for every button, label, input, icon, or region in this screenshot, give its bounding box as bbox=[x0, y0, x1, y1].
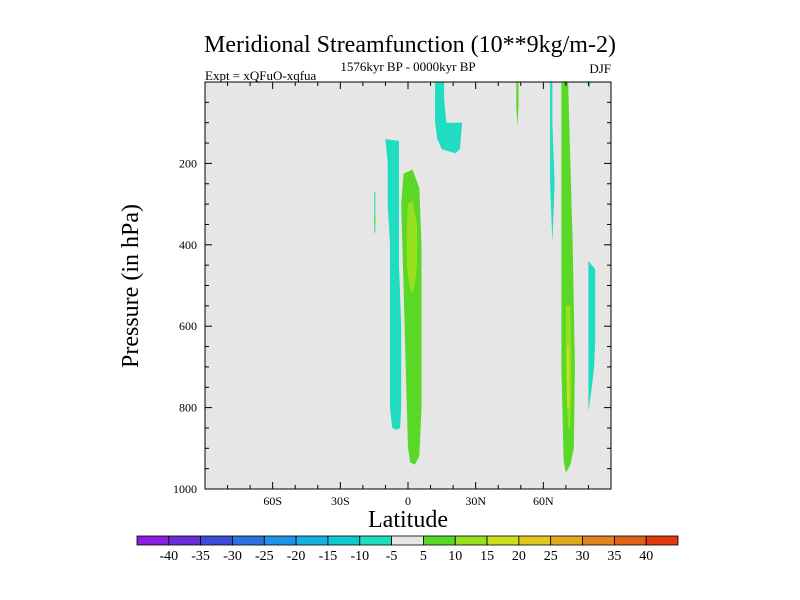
colorbar-label: -40 bbox=[159, 549, 178, 564]
colorbar-label: -25 bbox=[255, 549, 274, 564]
colorbar-swatch bbox=[391, 535, 424, 546]
colorbar-label: 15 bbox=[480, 549, 494, 564]
colorbar-swatch bbox=[582, 535, 615, 546]
colorbar-label: 40 bbox=[639, 549, 653, 564]
plot-area bbox=[204, 81, 612, 490]
contour-region bbox=[374, 191, 376, 233]
x-axis: 60S 30S 0 30N 60N bbox=[227, 82, 589, 508]
y-tick-label: 1000 bbox=[173, 482, 197, 496]
y-tick-label: 800 bbox=[179, 401, 197, 415]
colorbar-label: 20 bbox=[512, 549, 526, 564]
colorbar-label: -10 bbox=[350, 549, 369, 564]
contour-region bbox=[516, 82, 519, 127]
colorbar-label: 10 bbox=[448, 549, 462, 564]
colorbar-swatch bbox=[454, 535, 488, 546]
y-axis-label: Pressure (in hPa) bbox=[118, 204, 144, 368]
colorbar-label: 25 bbox=[544, 549, 558, 564]
contour-fill bbox=[374, 82, 596, 473]
contour-region bbox=[374, 216, 376, 226]
colorbar: -40 -35 -30 -25 -20 -15 -10 -5 5 10 15 20 25 30 35 40 bbox=[136, 535, 679, 564]
colorbar-swatch bbox=[136, 535, 170, 546]
colorbar-label: 5 bbox=[420, 549, 427, 564]
colorbar-label: 35 bbox=[607, 549, 621, 564]
center-string: 1576kyr BP - 0000kyr BP bbox=[340, 59, 475, 74]
colorbar-swatch bbox=[613, 535, 647, 546]
colorbar-swatch bbox=[327, 535, 361, 546]
colorbar-swatch bbox=[295, 535, 329, 546]
contour-region bbox=[550, 82, 555, 243]
right-string: DJF bbox=[589, 61, 611, 76]
colorbar-label: -30 bbox=[223, 549, 242, 564]
y-tick-label: 400 bbox=[179, 238, 197, 252]
x-axis-label: Latitude bbox=[368, 507, 448, 533]
colorbar-label: -5 bbox=[386, 549, 398, 564]
contour-region bbox=[588, 261, 596, 412]
colorbar-label: 30 bbox=[576, 549, 590, 564]
colorbar-swatch bbox=[486, 535, 520, 546]
y-tick-label: 600 bbox=[179, 319, 197, 333]
contour-region bbox=[435, 82, 463, 154]
colorbar-swatch bbox=[200, 535, 233, 546]
left-string: Expt = xQFuO-xqfua bbox=[205, 68, 317, 83]
x-tick-label: 30S bbox=[331, 494, 350, 508]
colorbar-swatch bbox=[168, 535, 202, 546]
x-tick-label: 0 bbox=[405, 494, 411, 508]
x-tick-label: 30N bbox=[465, 494, 486, 508]
colorbar-swatch bbox=[263, 535, 297, 546]
contour-region bbox=[561, 82, 575, 473]
colorbar-swatch bbox=[518, 535, 552, 546]
contour-region bbox=[385, 139, 402, 430]
colorbar-swatch bbox=[423, 535, 456, 546]
x-tick-label: 60S bbox=[263, 494, 282, 508]
contour-region bbox=[588, 82, 591, 89]
chart-title: Meridional Streamfunction (10**9kg/m-2) bbox=[204, 32, 616, 58]
contour-region bbox=[406, 200, 417, 294]
colorbar-label: -20 bbox=[287, 549, 306, 564]
colorbar-swatch bbox=[359, 535, 392, 546]
colorbar-swatch bbox=[550, 535, 583, 546]
colorbar-swatch bbox=[232, 535, 265, 546]
y-axis: 200 400 600 800 1000 bbox=[173, 101, 611, 496]
colorbar-label: -15 bbox=[319, 549, 338, 564]
colorbar-label: -35 bbox=[191, 549, 210, 564]
x-tick-label: 60N bbox=[533, 494, 554, 508]
colorbar-swatch bbox=[645, 535, 679, 546]
contour-region bbox=[567, 346, 570, 408]
y-tick-label: 200 bbox=[179, 156, 197, 170]
